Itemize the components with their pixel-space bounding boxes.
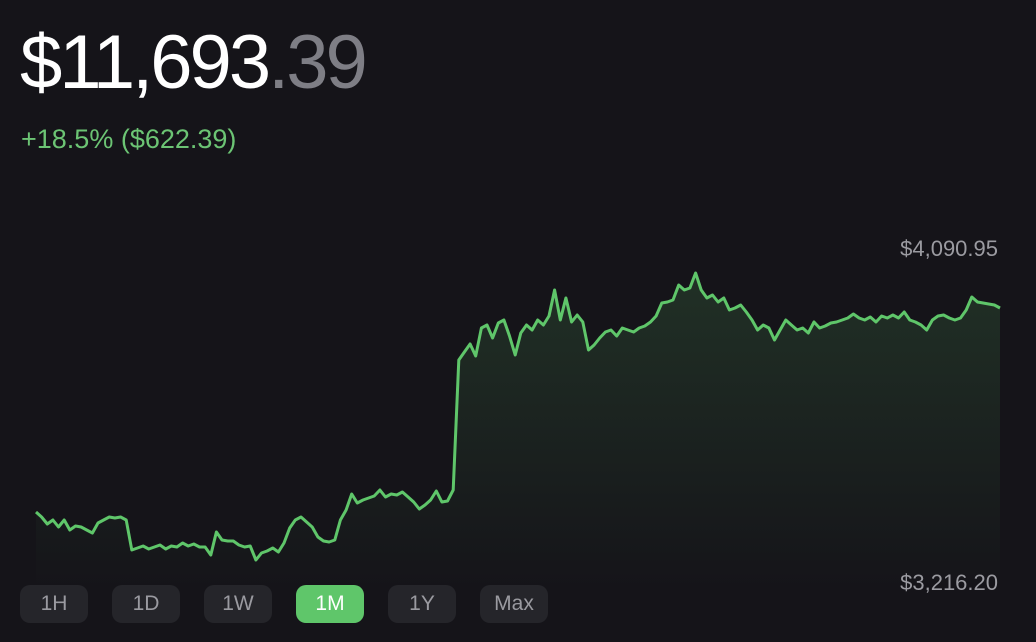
portfolio-value: $11,693.39: [20, 18, 368, 108]
range-button[interactable]: 1W: [204, 585, 272, 623]
extreme-price-label: $3,216.20: [900, 570, 998, 595]
price-change: +18.5% ($622.39): [21, 124, 237, 154]
price-cents: .39: [268, 20, 368, 105]
range-button[interactable]: 1Y: [388, 585, 456, 623]
range-selector: 1H 1D 1W 1M 1Y Max: [20, 585, 548, 623]
area-fill: [36, 273, 1000, 590]
price-line: [35, 271, 1001, 562]
price-whole: $11,693: [20, 20, 271, 105]
range-button[interactable]: 1D: [112, 585, 180, 623]
range-button[interactable]: 1H: [20, 585, 88, 623]
range-button[interactable]: Max: [480, 585, 548, 623]
extreme-price-label: $4,090.95: [900, 236, 998, 261]
range-button[interactable]: 1M: [296, 585, 364, 623]
